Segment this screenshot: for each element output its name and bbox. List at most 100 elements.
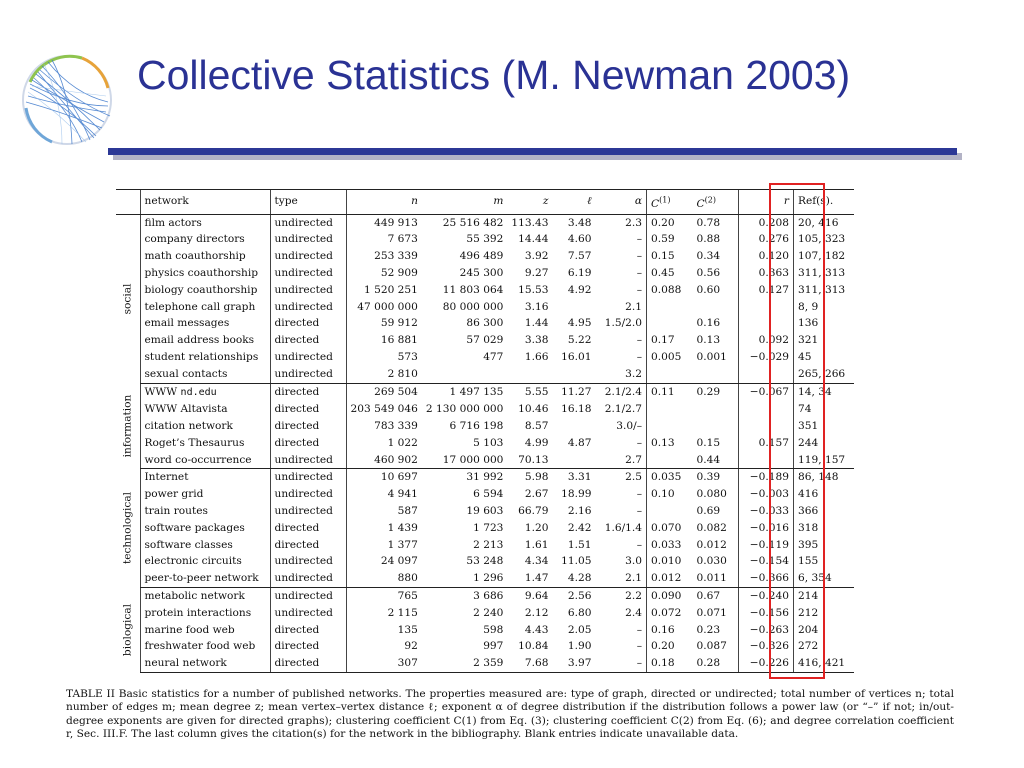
cell-type: directed xyxy=(269,621,346,639)
cell-c2: 0.087 xyxy=(696,640,727,653)
cell-l: 6.19 xyxy=(567,266,592,279)
title-rule-shadow xyxy=(113,153,962,160)
cell-alpha: – xyxy=(636,266,642,279)
header-r: r xyxy=(738,189,794,215)
table-row: power grid undirected 4 941 6 594 2.67 18.99 –… xyxy=(116,486,854,504)
cell-l: 4.92 xyxy=(567,283,592,296)
cell-n: 1 520 251 xyxy=(345,281,422,299)
table-group-information: information WWW nd.edu directed 269 504 1 49… xyxy=(116,383,854,470)
table-caption: TABLE II Basic statistics for a number o… xyxy=(66,688,954,741)
cell-type: undirected xyxy=(269,451,346,470)
category-cell: biological xyxy=(116,588,140,673)
cell-m: 25 516 482 xyxy=(442,216,504,229)
cell-alpha: – xyxy=(636,640,642,653)
cell-m: 5 103 xyxy=(473,436,504,449)
cell-n: 59 912 xyxy=(345,315,422,333)
cell-type: directed xyxy=(269,434,346,452)
cell-c2: 0.16 xyxy=(696,317,721,330)
cell-z: 9.64 xyxy=(524,590,549,603)
cell-r: 0.127 xyxy=(738,281,794,299)
cell-n: 253 339 xyxy=(345,248,422,265)
cell-l: 18.99 xyxy=(561,488,592,501)
cell-z xyxy=(507,365,553,384)
cell-c1 xyxy=(646,418,693,435)
cell-l: 4.87 xyxy=(567,436,592,449)
cell-network: Internet xyxy=(139,468,270,487)
cell-r: −0.263 xyxy=(738,621,794,639)
cell-l: 4.60 xyxy=(567,233,592,246)
cell-alpha: – xyxy=(636,350,642,363)
cell-network: film actors xyxy=(139,214,270,232)
cell-z: 4.43 xyxy=(524,623,549,636)
cell-n: 7 673 xyxy=(345,231,422,249)
cell-c2: 0.012 xyxy=(696,538,727,551)
cell-c2: 0.13 xyxy=(696,334,721,347)
cell-network: email messages xyxy=(139,315,270,333)
cell-r: 0.120 xyxy=(738,248,794,265)
cell-l: 2.56 xyxy=(567,590,592,603)
cell-type: undirected xyxy=(269,503,346,520)
table-group-biological: biological metabolic network undirected 765… xyxy=(116,587,854,674)
cell-alpha: 2.1/2.4 xyxy=(604,386,642,398)
cell-type: undirected xyxy=(269,365,346,384)
cell-l: 16.18 xyxy=(561,403,592,416)
cell-m: 86 300 xyxy=(466,317,504,330)
table-row: peer-to-peer network undirected 880 1 296 1.… xyxy=(116,570,854,589)
table-row: social film actors undirected 449 913 25 516… xyxy=(116,214,854,314)
cell-refs: 321 xyxy=(793,332,854,349)
cell-refs: 416 xyxy=(793,486,854,504)
cell-type: directed xyxy=(269,519,346,537)
cell-c1: 0.012 xyxy=(646,570,693,589)
cell-n: 2 810 xyxy=(345,365,422,384)
cell-n: 47 000 000 xyxy=(345,298,422,316)
cell-z: 4.99 xyxy=(524,436,549,449)
cell-r xyxy=(738,298,794,316)
category-label: information xyxy=(121,394,134,458)
cell-c2: 0.28 xyxy=(692,655,739,674)
cell-n: 573 xyxy=(345,348,422,366)
cell-r xyxy=(738,315,794,333)
cell-c2: 0.60 xyxy=(696,283,721,296)
slide-title: Collective Statistics (M. Newman 2003) xyxy=(137,52,851,98)
cell-r: −0.067 xyxy=(738,383,794,402)
cell-type: undirected xyxy=(269,281,346,299)
table-row: software packages directed 1 439 1 723 1.20 2… xyxy=(116,519,854,537)
cell-n: 92 xyxy=(345,638,422,656)
cell-c2: 0.56 xyxy=(696,266,721,279)
header-alpha: α xyxy=(595,189,647,215)
cell-c2: 0.15 xyxy=(696,436,721,449)
cell-l: 16.01 xyxy=(561,350,592,363)
cell-alpha: 2.7 xyxy=(595,451,647,470)
cell-c2 xyxy=(693,418,739,435)
table-header-row: network type n m z ℓ α C(1) C(2) r Ref(s… xyxy=(116,189,854,215)
cell-network: electronic circuits xyxy=(139,553,270,571)
title-rule xyxy=(108,148,957,155)
table-row: software classes directed 1 377 2 213 1.61 1.… xyxy=(116,536,854,554)
cell-c2 xyxy=(693,401,739,418)
cell-refs: 351 xyxy=(793,418,854,435)
cell-r xyxy=(738,401,794,419)
cell-r: −0.003 xyxy=(738,486,794,504)
header-category xyxy=(116,189,140,215)
cell-l: 11.05 xyxy=(561,555,592,568)
cell-l xyxy=(553,418,596,435)
cell-type: directed xyxy=(269,638,346,656)
table-row: math coauthorship undirected 253 339 496 48… xyxy=(116,248,854,265)
cell-l: 2.16 xyxy=(567,505,592,518)
cell-type: undirected xyxy=(269,587,346,605)
cell-type: directed xyxy=(269,332,346,349)
cell-refs: 366 xyxy=(793,503,854,520)
table-group-technological: technological Internet undirected 10 697 31 … xyxy=(116,468,854,589)
cell-n: 1 439 xyxy=(345,519,422,537)
cell-z: 1.47 xyxy=(507,570,553,589)
cell-c2: 0.67 xyxy=(696,590,721,603)
cell-l: 4.28 xyxy=(552,570,596,589)
cell-refs: 14, 34 xyxy=(793,383,854,402)
cell-alpha: – xyxy=(636,505,642,518)
cell-alpha: – xyxy=(636,283,642,296)
cell-network: student relationships xyxy=(139,348,270,366)
cell-refs: 214 xyxy=(793,587,854,605)
cell-network: company directors xyxy=(139,231,270,249)
cell-type: directed xyxy=(269,383,346,402)
table-row: student relationships undirected 573 477 1.6… xyxy=(116,348,854,366)
